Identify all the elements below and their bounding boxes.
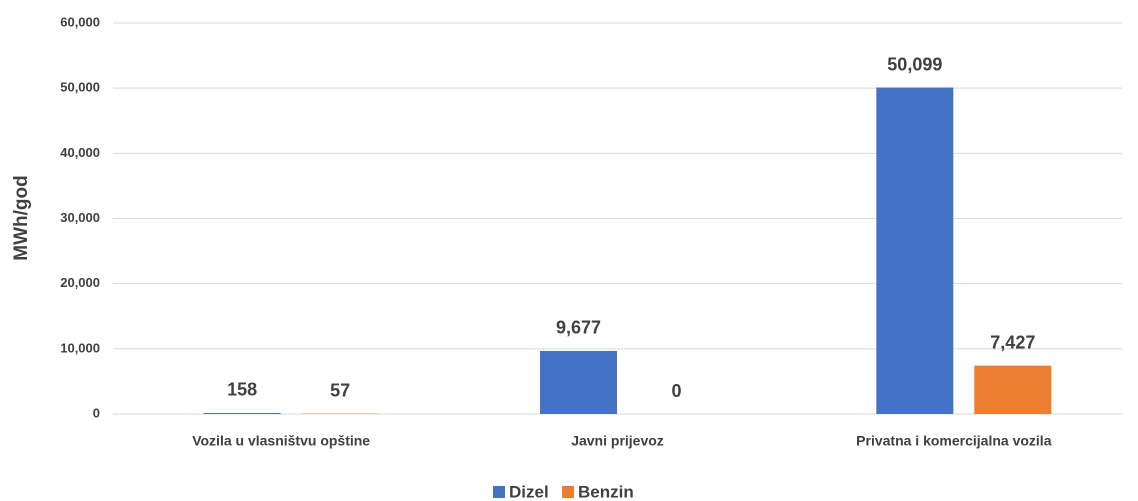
legend-swatch <box>562 486 574 498</box>
x-tick-label: Javni prijevoz <box>571 433 664 449</box>
y-tick-label: 0 <box>93 405 100 420</box>
legend-swatch <box>493 486 505 498</box>
data-label: 57 <box>330 380 350 400</box>
bar <box>876 87 954 414</box>
x-tick-label: Privatna i komercijalna vozila <box>856 433 1052 449</box>
y-tick-label: 20,000 <box>60 275 100 290</box>
data-label: 158 <box>227 380 257 400</box>
legend-label: Benzin <box>578 482 634 501</box>
y-axis-label: MWh/god <box>11 175 32 260</box>
bar <box>974 365 1052 414</box>
bar <box>203 412 281 414</box>
data-label: 50,099 <box>887 54 942 74</box>
data-label: 9,677 <box>556 318 601 338</box>
bar <box>540 350 617 414</box>
x-tick-label: Vozila u vlasništvu opštine <box>192 433 370 449</box>
y-tick-label: 40,000 <box>60 145 100 160</box>
legend-label: Dizel <box>509 482 549 501</box>
y-tick-label: 10,000 <box>60 340 100 355</box>
data-label: 0 <box>671 381 681 401</box>
y-tick-label: 30,000 <box>60 210 100 225</box>
y-tick-label: 60,000 <box>60 14 100 29</box>
data-label: 7,427 <box>990 332 1035 352</box>
y-tick-label: 50,000 <box>60 80 100 95</box>
